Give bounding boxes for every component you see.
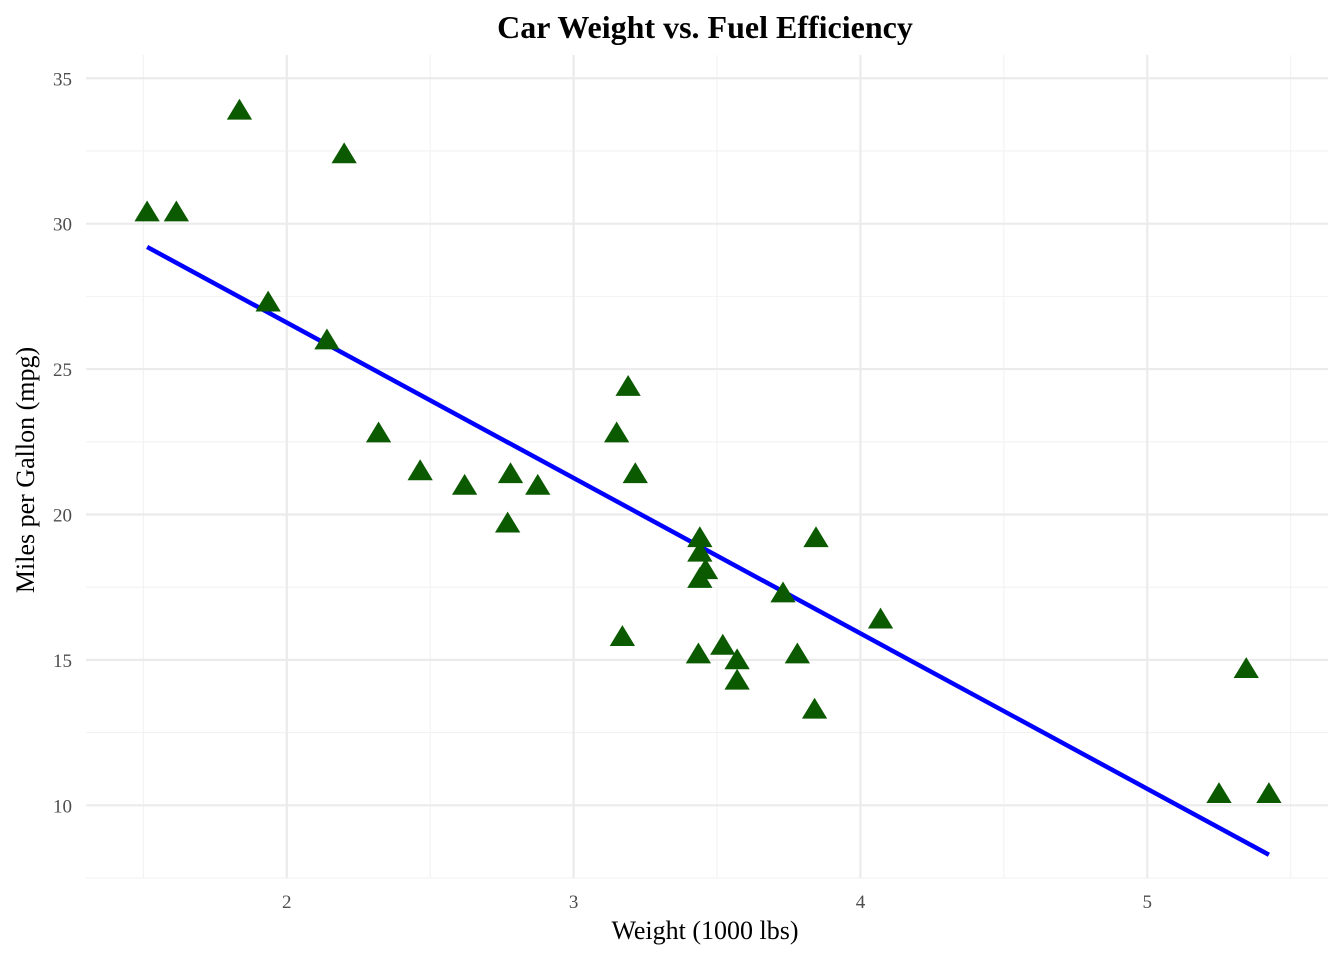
data-point bbox=[622, 462, 648, 484]
y-tick-label: 25 bbox=[53, 360, 72, 381]
data-point bbox=[497, 462, 524, 484]
data-point bbox=[255, 290, 281, 312]
y-tick-labels: 10 15 20 25 30 35 bbox=[53, 69, 72, 817]
data-point bbox=[407, 459, 433, 481]
data-point bbox=[867, 607, 894, 629]
data-point bbox=[331, 142, 357, 164]
data-point bbox=[770, 581, 796, 603]
x-tick-labels: 2 3 4 5 bbox=[282, 892, 1152, 913]
data-point bbox=[801, 697, 828, 719]
chart-title: Car Weight vs. Fuel Efficiency bbox=[497, 9, 913, 45]
data-points bbox=[134, 98, 1282, 804]
data-point bbox=[687, 526, 713, 548]
x-tick-label: 5 bbox=[1143, 892, 1153, 913]
data-point bbox=[603, 421, 630, 443]
data-point bbox=[134, 200, 160, 222]
y-tick-label: 20 bbox=[53, 505, 72, 526]
data-point bbox=[724, 648, 750, 670]
fit-line-group bbox=[146, 244, 1270, 857]
y-axis-label: Miles per Gallon (mpg) bbox=[11, 347, 40, 593]
data-point bbox=[314, 328, 340, 350]
data-point bbox=[710, 633, 736, 655]
y-tick-label: 10 bbox=[53, 796, 72, 817]
data-point bbox=[687, 540, 713, 562]
data-point bbox=[494, 511, 521, 533]
x-tick-label: 4 bbox=[856, 892, 866, 913]
x-tick-label: 3 bbox=[569, 892, 579, 913]
data-point bbox=[615, 374, 641, 396]
data-point bbox=[685, 642, 712, 664]
fit-line bbox=[146, 244, 1270, 857]
y-tick-label: 30 bbox=[53, 215, 72, 236]
data-point bbox=[724, 668, 750, 690]
data-point bbox=[226, 98, 253, 120]
y-tick-label: 35 bbox=[53, 69, 72, 90]
data-point bbox=[609, 625, 636, 646]
data-point bbox=[1256, 782, 1282, 804]
data-point bbox=[451, 473, 478, 495]
x-tick-label: 2 bbox=[282, 892, 292, 913]
data-point bbox=[1206, 782, 1232, 804]
data-point bbox=[1233, 657, 1259, 678]
y-tick-label: 15 bbox=[53, 651, 72, 672]
grid bbox=[86, 55, 1328, 879]
data-point bbox=[687, 566, 713, 588]
data-point bbox=[803, 526, 829, 548]
data-point bbox=[365, 421, 392, 443]
data-point bbox=[784, 642, 811, 664]
data-point bbox=[163, 200, 190, 222]
x-axis-label: Weight (1000 lbs) bbox=[611, 916, 798, 945]
data-point bbox=[525, 473, 551, 495]
